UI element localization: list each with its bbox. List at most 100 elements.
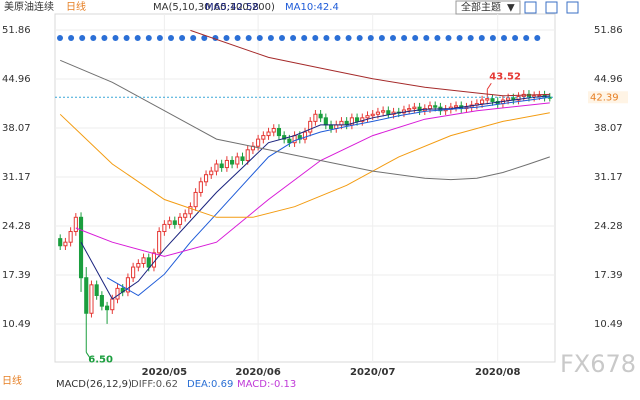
- event-dot: [456, 35, 463, 41]
- event-dot: [378, 35, 385, 41]
- ma-line: [106, 96, 550, 297]
- annotation-tick: [486, 82, 492, 90]
- menu-arrow: ▼: [507, 3, 515, 14]
- ma-line: [60, 59, 550, 181]
- y-tick-label: 44.96: [2, 74, 31, 85]
- candle-body: [375, 111, 380, 115]
- event-dot: [434, 35, 441, 41]
- candle-body: [412, 106, 417, 110]
- candle-body: [240, 156, 245, 161]
- candle-body: [485, 98, 490, 101]
- annotation: 6.50: [88, 354, 113, 365]
- candle-body: [167, 220, 172, 225]
- candle-body: [146, 257, 151, 268]
- candle-body: [360, 117, 365, 122]
- candle-body: [506, 97, 511, 101]
- icon[interactable]: [524, 1, 537, 14]
- event-dot: [201, 35, 208, 41]
- ma-readout: MA10:42.4: [285, 2, 339, 13]
- event-dot: [190, 35, 197, 41]
- last-price-box: [588, 91, 628, 104]
- event-dot: [168, 35, 174, 41]
- x-tick-label: 2020/05: [142, 367, 187, 378]
- y-tick-label: 44.96: [594, 74, 623, 85]
- event-dot: [501, 35, 507, 41]
- ma-line: [80, 95, 550, 300]
- candle-body: [433, 105, 438, 108]
- candle-body: [282, 135, 287, 140]
- candle-body: [94, 284, 99, 296]
- y-tick-label: 31.17: [594, 172, 623, 183]
- candle-body: [313, 113, 318, 122]
- candle-body: [125, 277, 130, 293]
- period[interactable]: 日线: [66, 0, 86, 13]
- y-tick-label: 38.07: [2, 123, 31, 134]
- candle-body: [365, 115, 370, 119]
- candle-body: [141, 257, 146, 265]
- candle-body: [188, 206, 193, 215]
- candle-body: [172, 220, 177, 225]
- candle-body: [235, 156, 240, 165]
- candle-body: [219, 163, 224, 169]
- event-dot: [467, 35, 474, 41]
- event-dot: [323, 35, 330, 41]
- candle-body: [177, 216, 183, 225]
- candle-body: [110, 298, 115, 311]
- candle-body: [355, 117, 360, 122]
- event-dot: [312, 35, 319, 41]
- event-dot: [145, 35, 152, 41]
- x-tick-label: 2020/06: [235, 367, 280, 378]
- event-dot: [256, 35, 263, 41]
- candle-body: [453, 105, 459, 108]
- event-dot: [123, 35, 130, 41]
- candle-body: [151, 252, 157, 268]
- candle-body: [183, 213, 188, 218]
- candle-body: [203, 174, 209, 183]
- event-dot: [223, 35, 230, 41]
- event-dot: [245, 35, 252, 41]
- diff: DIFF:0.62: [131, 379, 178, 390]
- candle-body: [193, 191, 198, 208]
- event-dot: [179, 35, 186, 41]
- y-tick-label: 10.49: [2, 319, 31, 330]
- candle-body: [245, 149, 250, 161]
- y-tick-label: 17.39: [594, 270, 623, 281]
- candle-body: [328, 124, 334, 129]
- icon[interactable]: [545, 1, 558, 14]
- event-dot: [445, 35, 452, 41]
- toolbar-icons: [524, 1, 579, 14]
- candle-body: [339, 120, 344, 126]
- period-button[interactable]: 日线: [2, 374, 22, 387]
- y-tick-label: 38.07: [594, 123, 623, 134]
- x-tick-label: 2020/08: [475, 367, 520, 378]
- candle-body: [261, 135, 266, 140]
- event-dot: [356, 35, 363, 41]
- ma-line: [75, 102, 550, 257]
- y-tick-label: 51.86: [594, 25, 623, 36]
- candle-body: [276, 127, 282, 137]
- event-dot: [90, 35, 97, 41]
- plot-frame: [54, 13, 556, 363]
- candle-body: [407, 108, 412, 111]
- event-dot: [345, 35, 352, 41]
- theme-menu[interactable]: 全部主题: [461, 1, 501, 14]
- icon[interactable]: [566, 1, 579, 14]
- candle-body: [266, 131, 271, 137]
- candle-body: [198, 181, 203, 193]
- event-dot: [234, 35, 241, 41]
- theme-menu-box[interactable]: [455, 0, 521, 15]
- annotation: 43.52: [489, 71, 521, 82]
- candle-body: [386, 110, 391, 115]
- event-dot: [267, 35, 274, 41]
- last-price-label: 42.39: [590, 92, 619, 103]
- ma-line: [59, 112, 550, 218]
- candle-body: [381, 110, 386, 113]
- ma-line: [190, 29, 550, 97]
- candle-body: [105, 305, 110, 311]
- event-dot: [112, 35, 119, 41]
- event-dot: [423, 35, 430, 41]
- event-dot: [512, 35, 519, 41]
- y-tick-label: 31.17: [2, 172, 31, 183]
